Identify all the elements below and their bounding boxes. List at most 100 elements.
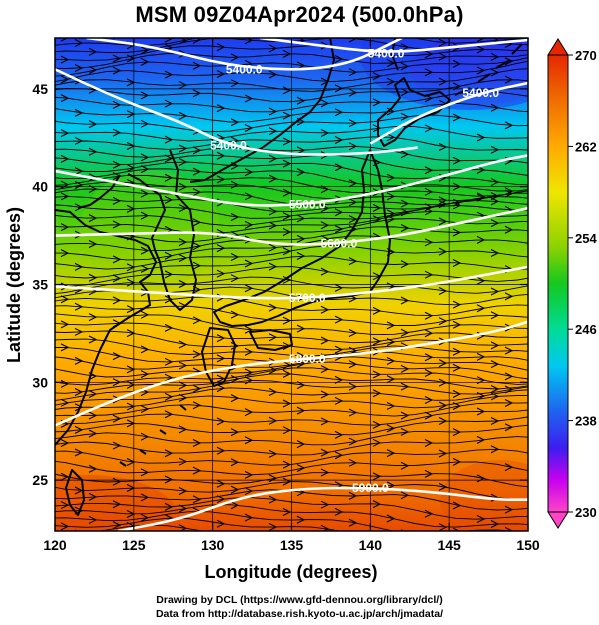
wind-arrow bbox=[244, 487, 254, 496]
wind-arrow bbox=[178, 204, 188, 213]
wind-arrow bbox=[282, 86, 292, 95]
wind-arrow bbox=[372, 389, 382, 398]
wind-arrow bbox=[230, 118, 240, 127]
wind-arrow bbox=[282, 247, 292, 256]
colorbar-max-arrow bbox=[547, 38, 569, 56]
wind-arrow bbox=[296, 214, 306, 223]
wind-arrow bbox=[60, 154, 70, 163]
wind-arrow bbox=[296, 464, 306, 472]
wind-arrow bbox=[88, 173, 98, 182]
wind-arrow bbox=[178, 487, 188, 496]
contour-label: 5800.0 bbox=[289, 352, 326, 366]
wind-arrow bbox=[74, 356, 84, 365]
wind-arrow bbox=[230, 394, 240, 403]
wind-arrow bbox=[140, 119, 150, 128]
wind-arrow bbox=[88, 335, 98, 344]
wind-arrow bbox=[268, 333, 278, 342]
wind-arrow bbox=[372, 438, 382, 447]
wind-arrow bbox=[334, 396, 344, 405]
wind-arrow bbox=[178, 238, 188, 247]
wind-arrow bbox=[424, 270, 434, 279]
wind-arrow bbox=[244, 376, 254, 385]
footer-credit-drawing: Drawing by DCL (https://www.gfd-dennou.o… bbox=[156, 594, 443, 606]
wind-arrow bbox=[230, 375, 240, 384]
wind-arrow bbox=[164, 475, 174, 484]
contour-line bbox=[55, 320, 528, 427]
wind-arrow bbox=[74, 136, 84, 145]
wind-arrow bbox=[178, 280, 188, 288]
wind-arrow bbox=[348, 215, 358, 224]
x-tick-label: 125 bbox=[122, 537, 146, 553]
wind-arrow bbox=[320, 305, 330, 314]
wind-arrow bbox=[140, 91, 150, 100]
wind-arrow bbox=[140, 57, 150, 66]
wind-arrow bbox=[504, 346, 514, 355]
wind-arrow bbox=[424, 411, 434, 420]
wind-arrow bbox=[88, 214, 98, 223]
wind-arrow bbox=[348, 88, 358, 97]
contour-line bbox=[117, 486, 528, 531]
wind-arrow bbox=[230, 79, 240, 88]
wind-arrow bbox=[268, 243, 278, 252]
wind-arrow bbox=[164, 195, 174, 204]
wind-arrow bbox=[400, 62, 410, 71]
wind-arrow bbox=[387, 541, 394, 548]
wind-arrow bbox=[282, 212, 292, 221]
wind-arrow bbox=[244, 368, 254, 377]
wind-arrow bbox=[438, 38, 448, 47]
wind-arrow bbox=[282, 361, 292, 370]
wind-arrow bbox=[424, 439, 434, 448]
wind-arrow bbox=[112, 521, 122, 530]
wind-arrow bbox=[490, 360, 500, 369]
wind-arrow bbox=[334, 108, 344, 117]
wind-arrow bbox=[400, 296, 410, 305]
wind-arrow bbox=[217, 27, 224, 34]
wind-arrow bbox=[230, 136, 240, 145]
wind-arrow bbox=[320, 221, 330, 230]
wind-arrow bbox=[112, 160, 122, 169]
contour-label: 5400.0 bbox=[462, 86, 499, 100]
wind-arrow bbox=[400, 260, 410, 269]
wind-arrow bbox=[452, 228, 462, 237]
wind-arrow bbox=[334, 451, 344, 460]
wind-arrow bbox=[320, 267, 330, 276]
wind-arrow bbox=[74, 108, 84, 117]
wind-arrow bbox=[282, 227, 292, 236]
wind-arrow bbox=[216, 384, 226, 393]
wind-arrow bbox=[476, 133, 486, 142]
wind-arrow bbox=[348, 119, 358, 128]
wind-arrow bbox=[192, 38, 202, 44]
wind-arrow bbox=[296, 406, 306, 415]
wind-arrow bbox=[178, 157, 188, 166]
wind-arrow bbox=[452, 258, 462, 267]
wind-arrow bbox=[88, 390, 98, 398]
wind-arrow bbox=[216, 417, 226, 426]
wind-arrow bbox=[268, 474, 278, 483]
wind-arrow bbox=[476, 45, 486, 54]
map-title: MSM 09Z04Apr2024 (500.0hPa) bbox=[135, 2, 464, 27]
contour-label: 5700.0 bbox=[289, 291, 326, 305]
wind-arrow bbox=[372, 124, 382, 133]
wind-arrow bbox=[400, 364, 410, 373]
wind-arrow bbox=[320, 336, 330, 345]
wind-arrow bbox=[425, 534, 432, 541]
wind-arrow bbox=[476, 66, 486, 75]
wind-arrow bbox=[386, 321, 396, 330]
y-tick-label: 25 bbox=[32, 472, 48, 488]
wind-arrow bbox=[230, 274, 240, 283]
wind-arrow bbox=[424, 187, 434, 196]
wind-arrow bbox=[424, 329, 434, 338]
wind-arrow bbox=[438, 523, 448, 531]
wind-arrow bbox=[372, 337, 382, 346]
wind-arrow bbox=[348, 360, 358, 369]
wind-arrow bbox=[504, 292, 514, 301]
wind-arrow bbox=[164, 270, 174, 279]
wind-arrow bbox=[178, 504, 188, 513]
wind-arrow bbox=[386, 424, 396, 433]
wind-arrow bbox=[348, 518, 358, 527]
wind-arrow bbox=[282, 38, 285, 39]
wind-arrow bbox=[216, 519, 226, 528]
wind-arrow bbox=[320, 204, 330, 213]
wind-arrow bbox=[88, 147, 98, 156]
